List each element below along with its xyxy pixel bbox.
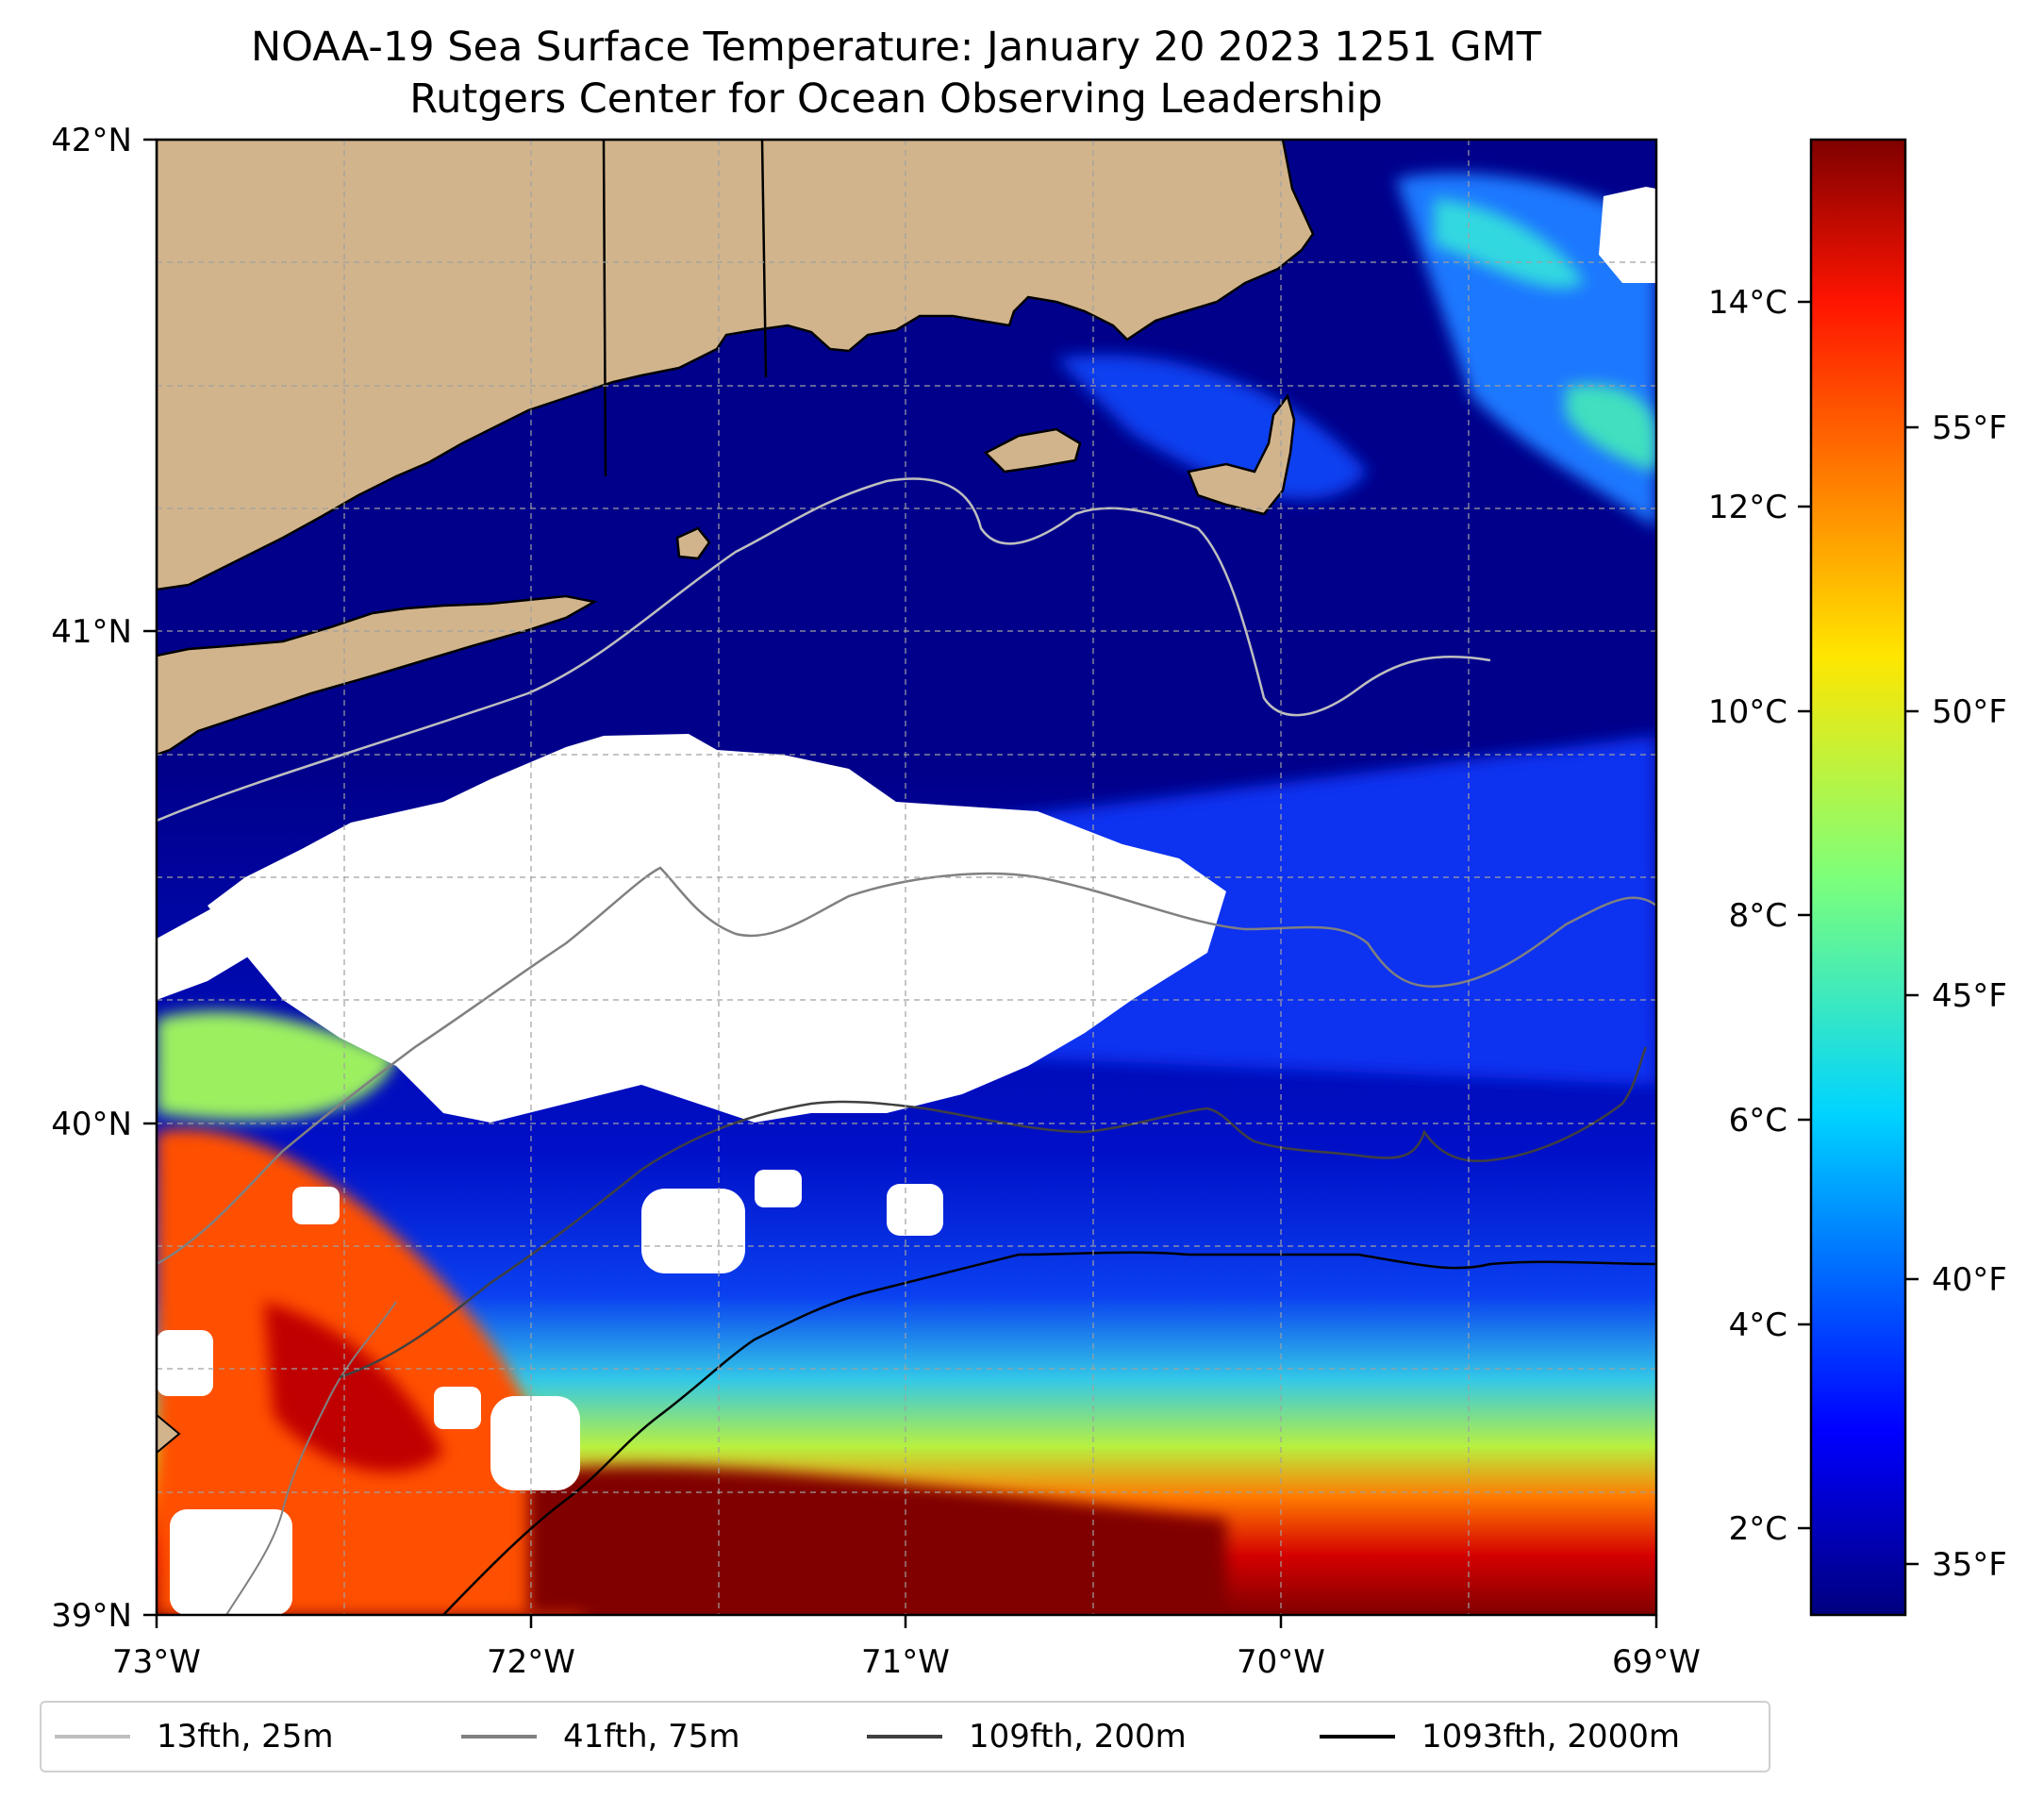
state-border-ny-ct xyxy=(602,140,607,477)
lat-axis xyxy=(143,138,157,1617)
cloud-spot-5 xyxy=(434,1387,481,1429)
colorbar-celsius-ticks xyxy=(1798,300,1811,1530)
lon-tick-72w: 72°W xyxy=(487,1643,575,1681)
cloud-spot-8 xyxy=(755,1170,802,1207)
lat-tick-41n: 41°N xyxy=(51,613,132,651)
legend-swatch-75m xyxy=(461,1735,537,1739)
legend-label-75m: 41fth, 75m xyxy=(563,1718,740,1755)
isobath-25m xyxy=(157,477,1491,823)
colorbar-celsius-tick-4c: 4°C xyxy=(1729,1306,1787,1344)
cloud-mask-northeast xyxy=(1599,187,1656,283)
lon-tick-71w: 71°W xyxy=(861,1643,950,1681)
colorbar-celsius-tick-8c: 8°C xyxy=(1729,897,1787,935)
colorbar-fahrenheit-tick-55f: 55°F xyxy=(1932,409,2007,447)
cloud-spot-7 xyxy=(170,1509,292,1615)
graticule xyxy=(157,140,1656,1615)
legend-swatch-25m xyxy=(55,1735,130,1739)
colorbar-fahrenheit-tick-40f: 40°F xyxy=(1932,1261,2007,1299)
isobath-200m xyxy=(339,1046,1648,1379)
map-subtitle: Rutgers Center for Ocean Observing Leade… xyxy=(409,75,1383,123)
colorbar-fahrenheit-tick-35f: 35°F xyxy=(1932,1546,2007,1584)
isobath-2000m xyxy=(442,1251,1656,1615)
lat-tick-39n: 39°N xyxy=(51,1597,132,1635)
colorbar-celsius-tick-14c: 14°C xyxy=(1708,284,1787,322)
land-cape-cod xyxy=(1187,393,1296,516)
legend-item-200m: 109fth, 200m xyxy=(867,1703,1187,1771)
medium-blue-patch xyxy=(1056,355,1368,500)
deep-red-s xyxy=(528,1466,1226,1615)
colorbar-fahrenheit-tick-45f: 45°F xyxy=(1932,977,2007,1015)
colorbar-fahrenheit-tick-50f: 50°F xyxy=(1932,693,2007,731)
cyan-patch-e xyxy=(1566,384,1656,472)
hot-water-sw xyxy=(264,1302,443,1473)
legend-label-2000m: 1093fth, 2000m xyxy=(1421,1718,1681,1755)
legend-swatch-2000m xyxy=(1320,1735,1395,1739)
colorbar-celsius-tick-10c: 10°C xyxy=(1708,693,1787,731)
cloud-spot-2 xyxy=(887,1184,943,1236)
colorbar xyxy=(1809,138,1907,1617)
land-southern-nj xyxy=(157,1413,181,1455)
land-nantucket-block xyxy=(675,526,711,560)
legend-item-25m: 13fth, 25m xyxy=(55,1703,334,1771)
lon-tick-69w: 69°W xyxy=(1612,1643,1701,1681)
map-plot-area xyxy=(157,140,1656,1615)
colorbar-fahrenheit-ticks xyxy=(1905,425,1919,1566)
legend-item-2000m: 1093fth, 2000m xyxy=(1320,1703,1680,1771)
land-new-england xyxy=(157,140,1315,591)
isobath-75m-nj xyxy=(225,1301,397,1615)
cloud-spot-3 xyxy=(641,1189,745,1273)
colorbar-celsius-tick-6c: 6°C xyxy=(1729,1102,1787,1140)
cool-blue-band xyxy=(981,736,1656,1085)
lon-tick-73w: 73°W xyxy=(112,1643,201,1681)
cloud-spot-4 xyxy=(490,1396,580,1490)
lat-tick-40n: 40°N xyxy=(51,1106,132,1143)
cloud-spot-6 xyxy=(157,1330,213,1396)
isobath-75m xyxy=(157,866,1656,1266)
cloud-mask-west xyxy=(157,877,321,1000)
legend-swatch-200m xyxy=(867,1735,942,1739)
green-water-w xyxy=(157,1011,396,1121)
lon-tick-70w: 70°W xyxy=(1237,1643,1325,1681)
state-border-ct-ri xyxy=(760,140,768,378)
lat-tick-42n: 42°N xyxy=(51,122,132,159)
map-title: NOAA-19 Sea Surface Temperature: January… xyxy=(251,24,1541,71)
colorbar-celsius-tick-2c: 2°C xyxy=(1729,1510,1787,1548)
cloud-mask-central xyxy=(208,734,1226,1123)
land-marthas-vineyard xyxy=(983,427,1082,474)
land-long-island xyxy=(157,594,598,757)
lon-axis xyxy=(155,1615,1658,1628)
isobath-legend: 13fth, 25m 41fth, 75m 109fth, 200m 1093f… xyxy=(40,1701,1770,1772)
legend-label-200m: 109fth, 200m xyxy=(969,1718,1187,1755)
legend-label-25m: 13fth, 25m xyxy=(157,1718,334,1755)
cyan-patch-ne xyxy=(1434,198,1585,289)
cloud-spot-1 xyxy=(292,1187,340,1224)
legend-item-75m: 41fth, 75m xyxy=(461,1703,740,1771)
colorbar-celsius-tick-12c: 12°C xyxy=(1708,489,1787,526)
